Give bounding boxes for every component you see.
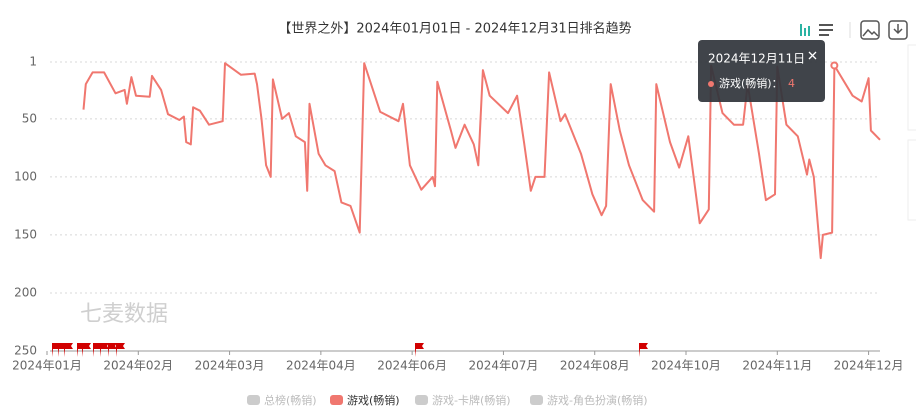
flag — [108, 343, 117, 357]
tooltip-value: 4 — [788, 77, 795, 90]
event-flags — [52, 343, 648, 357]
legend: 总榜(畅销) 游戏(畅销) 游戏-卡牌(畅销) 游戏-角色扮演(畅销) — [247, 393, 648, 407]
side-panel — [907, 139, 916, 221]
legend-swatch — [330, 395, 343, 405]
tooltip-close[interactable] — [808, 51, 817, 60]
hover-point — [830, 61, 839, 70]
x-tick-label: 2024年02月 — [103, 359, 173, 373]
toolbar[interactable] — [796, 19, 908, 41]
legend-swatch — [530, 395, 543, 405]
tooltip-dot — [708, 81, 714, 87]
x-tick-label: 2024年12月 — [834, 359, 904, 373]
x-tick-label: 2024年04月 — [286, 359, 356, 373]
side-panel — [907, 44, 916, 131]
flag — [415, 343, 424, 357]
flag — [64, 343, 73, 357]
x-tick-label: 2024年06月 — [377, 359, 447, 373]
watermark: 七麦数据 — [80, 302, 168, 327]
legend-label: 游戏(畅销) — [347, 393, 400, 407]
legend-label: 总榜(畅销) — [264, 393, 317, 407]
image-icon[interactable] — [860, 20, 880, 40]
download-icon[interactable] — [888, 20, 908, 40]
flag — [100, 343, 109, 357]
x-tick-label: 2024年11月 — [742, 359, 812, 373]
download-icon-arrow — [893, 24, 903, 35]
y-tick-label: 50 — [22, 111, 37, 125]
flag — [639, 343, 648, 357]
y-tick-label: 100 — [14, 169, 37, 183]
image-icon-detail — [862, 28, 879, 37]
x-tick-label: 2024年03月 — [195, 359, 265, 373]
x-tick-label: 2024年01月 — [12, 359, 82, 373]
y-tick-label: 250 — [14, 344, 37, 358]
legend-swatch — [247, 395, 260, 405]
x-tick-label: 2024年10月 — [651, 359, 721, 373]
y-tick-label: 1 — [29, 55, 37, 69]
list-icon[interactable] — [819, 24, 833, 36]
tooltip-title: 2024年12月11日 — [708, 52, 805, 66]
chart-title: 【世界之外】2024年01月01日 - 2024年12月31日排名趋势 — [278, 21, 631, 37]
x-tick-label: 2024年07月 — [469, 359, 539, 373]
tooltip-label: 游戏(畅销)： — [719, 76, 783, 90]
tooltip-box — [698, 40, 825, 102]
legend-label: 游戏-卡牌(畅销) — [432, 393, 511, 407]
legend-label: 游戏-角色扮演(畅销) — [547, 393, 648, 407]
series-line — [82, 62, 881, 260]
y-tick-label: 150 — [14, 227, 37, 241]
flag — [93, 343, 102, 357]
flag — [116, 343, 125, 357]
y-tick-label: 200 — [14, 285, 37, 299]
flag — [82, 343, 91, 357]
bar-icon[interactable] — [800, 24, 810, 36]
legend-swatch — [415, 395, 428, 405]
x-tick-label: 2024年08月 — [560, 359, 630, 373]
